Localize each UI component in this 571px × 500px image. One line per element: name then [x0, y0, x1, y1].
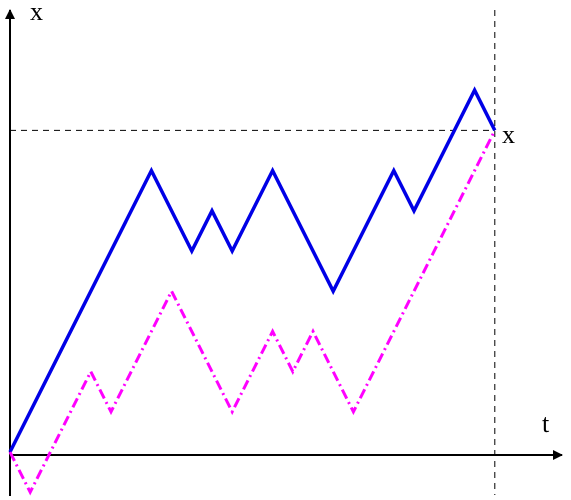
- solid-path-line: [8, 86, 497, 453]
- guide-lines: [10, 10, 496, 495]
- level-label: x: [502, 120, 515, 149]
- axes: [4, 9, 563, 496]
- x-axis-label: x: [30, 0, 43, 26]
- paths: [8, 86, 497, 496]
- t-axis-label: t: [542, 409, 550, 438]
- dashdot-path-line: [8, 129, 497, 496]
